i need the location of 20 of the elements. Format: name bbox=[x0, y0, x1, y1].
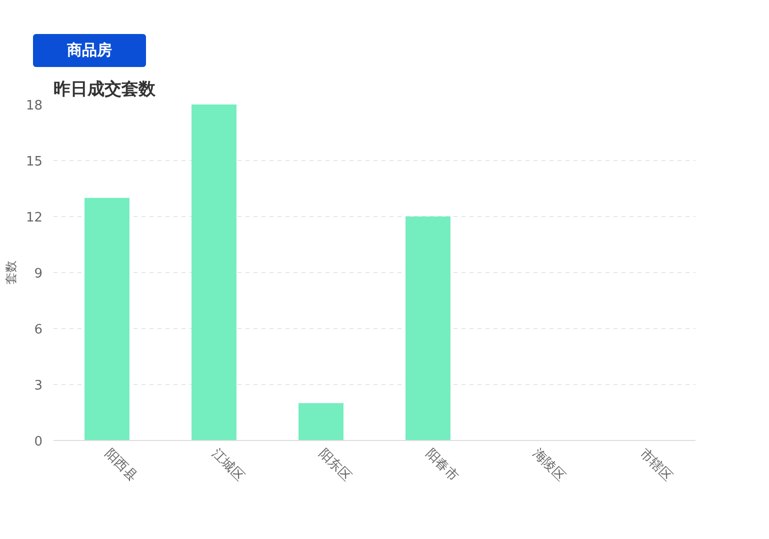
bar bbox=[192, 104, 236, 441]
y-tick-label: 3 bbox=[34, 378, 43, 394]
x-tick-label: 海陵区 bbox=[530, 446, 568, 485]
y-tick-label: 0 bbox=[34, 434, 43, 450]
x-tick-label: 阳西县 bbox=[102, 446, 140, 485]
y-tick-label: 15 bbox=[26, 154, 43, 170]
y-tick-label: 12 bbox=[26, 210, 43, 226]
bar bbox=[406, 216, 450, 441]
x-tick-label: 阳春市 bbox=[422, 446, 461, 485]
y-axis-title: 套数 bbox=[4, 260, 18, 285]
x-tick-label: 市辖区 bbox=[636, 446, 675, 485]
text: 商品房 bbox=[67, 40, 112, 61]
chart-title: 昨日成交套数 bbox=[54, 80, 156, 100]
bar bbox=[84, 198, 130, 441]
x-tick-label: 江城区 bbox=[208, 446, 247, 485]
x-tick-label: 阳东区 bbox=[316, 446, 354, 485]
y-tick-label: 9 bbox=[34, 266, 43, 282]
y-tick-label: 6 bbox=[34, 322, 43, 338]
bar bbox=[298, 404, 344, 441]
y-tick-label: 18 bbox=[26, 98, 43, 114]
